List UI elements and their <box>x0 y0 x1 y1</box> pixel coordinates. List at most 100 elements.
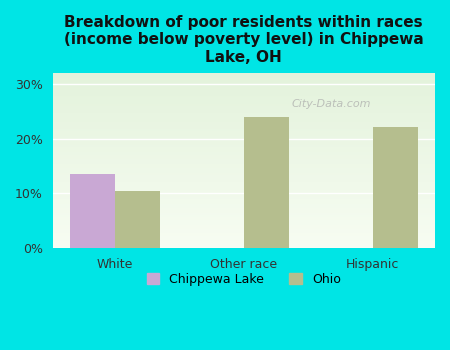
Bar <box>53 115 435 117</box>
Bar <box>53 229 435 231</box>
Bar <box>53 97 435 99</box>
Bar <box>53 143 435 145</box>
Bar <box>53 166 435 168</box>
Bar <box>53 232 435 234</box>
Bar <box>53 136 435 138</box>
Bar <box>53 192 435 194</box>
Bar <box>53 224 435 225</box>
Bar <box>53 150 435 152</box>
Bar <box>53 99 435 101</box>
Bar <box>53 138 435 140</box>
Bar <box>53 187 435 189</box>
Bar <box>53 105 435 106</box>
Bar <box>53 96 435 97</box>
Bar <box>53 208 435 210</box>
Bar <box>53 87 435 89</box>
Bar <box>53 76 435 78</box>
Bar <box>53 220 435 222</box>
Bar <box>244 117 289 248</box>
Bar <box>53 182 435 183</box>
Bar <box>53 122 435 124</box>
Bar <box>53 194 435 196</box>
Bar <box>53 243 435 245</box>
Bar <box>53 124 435 126</box>
Bar <box>53 129 435 131</box>
Title: Breakdown of poor residents within races
(income below poverty level) in Chippew: Breakdown of poor residents within races… <box>64 15 423 65</box>
Bar <box>53 175 435 176</box>
Bar <box>53 155 435 157</box>
Bar <box>53 94 435 96</box>
Bar <box>373 127 418 248</box>
Bar <box>53 78 435 80</box>
Bar <box>53 154 435 155</box>
Bar <box>53 162 435 164</box>
Bar <box>53 120 435 122</box>
Bar <box>53 147 435 148</box>
Bar <box>53 106 435 108</box>
Bar <box>53 231 435 232</box>
Bar <box>53 140 435 141</box>
Bar <box>53 225 435 227</box>
Bar <box>53 127 435 129</box>
Bar <box>53 108 435 110</box>
Bar <box>53 245 435 246</box>
Bar <box>53 131 435 133</box>
Bar <box>53 101 435 103</box>
Bar <box>53 159 435 161</box>
Bar <box>53 80 435 82</box>
Bar <box>53 203 435 204</box>
Bar <box>53 236 435 238</box>
Bar <box>53 148 435 150</box>
Bar <box>53 82 435 83</box>
Bar <box>53 206 435 208</box>
Bar <box>53 246 435 248</box>
Bar <box>53 238 435 239</box>
Bar <box>53 134 435 136</box>
Bar <box>53 119 435 120</box>
Bar <box>53 211 435 213</box>
Bar <box>53 85 435 87</box>
Bar <box>53 218 435 220</box>
Bar <box>53 241 435 243</box>
Bar <box>53 161 435 162</box>
Bar <box>53 204 435 206</box>
Bar <box>53 215 435 217</box>
Bar <box>53 171 435 173</box>
Bar <box>53 196 435 197</box>
Bar <box>53 239 435 241</box>
Text: City-Data.com: City-Data.com <box>292 99 372 110</box>
Bar <box>53 110 435 112</box>
Bar <box>53 227 435 229</box>
Bar <box>53 117 435 119</box>
Bar <box>53 201 435 203</box>
Bar <box>53 168 435 169</box>
Bar <box>53 141 435 143</box>
Bar <box>53 210 435 211</box>
Bar <box>53 75 435 76</box>
Bar <box>53 185 435 187</box>
Bar <box>53 180 435 182</box>
Bar <box>53 73 435 75</box>
Bar <box>53 173 435 175</box>
Bar <box>53 199 435 201</box>
Bar <box>53 213 435 215</box>
Bar <box>53 145 435 147</box>
Bar <box>53 176 435 178</box>
Bar <box>115 191 160 248</box>
Bar <box>53 169 435 171</box>
Bar <box>53 126 435 127</box>
Bar <box>53 197 435 199</box>
Bar <box>53 112 435 113</box>
Bar <box>53 222 435 224</box>
Bar <box>53 217 435 218</box>
Bar <box>53 83 435 85</box>
Bar <box>53 234 435 236</box>
Bar <box>53 92 435 94</box>
Bar <box>70 174 115 248</box>
Legend: Chippewa Lake, Ohio: Chippewa Lake, Ohio <box>142 268 346 291</box>
Bar <box>53 103 435 105</box>
Bar <box>53 157 435 159</box>
Bar <box>53 183 435 185</box>
Bar <box>53 152 435 154</box>
Bar <box>53 89 435 90</box>
